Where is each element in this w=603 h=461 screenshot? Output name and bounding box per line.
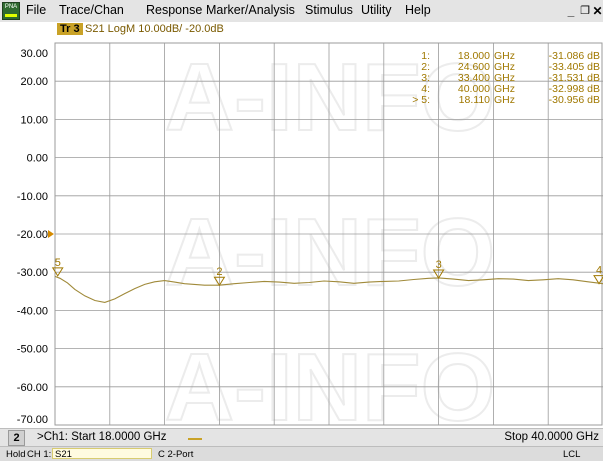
- marker-unit: GHz: [494, 94, 515, 106]
- pna-app-icon[interactable]: PNA: [2, 2, 20, 20]
- y-tick-label: -50.00: [17, 344, 48, 356]
- y-tick-label: -20.00: [17, 229, 48, 241]
- reference-level-marker: [48, 230, 54, 238]
- marker-value: -32.998 dB: [549, 83, 600, 95]
- marker-frequency: 18.000: [458, 50, 490, 62]
- minimize-icon[interactable]: _: [567, 4, 575, 18]
- marker-value: -33.405 dB: [549, 61, 600, 73]
- marker-unit: GHz: [494, 50, 515, 62]
- lcl-status: LCL: [563, 449, 581, 460]
- marker-unit: GHz: [494, 83, 515, 95]
- y-tick-label: 10.00: [20, 114, 48, 126]
- menu-response[interactable]: Response: [146, 3, 203, 17]
- marker-value: -31.086 dB: [549, 50, 600, 62]
- marker-flag-label: 3: [436, 259, 442, 271]
- trace-status-line: [0, 22, 603, 35]
- menu-bar: PNA File Trace/Chan Response Marker/Anal…: [0, 0, 603, 23]
- measurement-plot[interactable]: A-INFO A-INFO A-INFO 30.00 20.00 10.00 0.00…: [0, 35, 603, 427]
- trace-plot: [54, 275, 603, 303]
- marker-id: 4:: [421, 83, 430, 95]
- marker-value: -30.956 dB: [549, 94, 600, 106]
- marker-flag-triangle: [432, 269, 445, 279]
- plot-grid: [54, 42, 603, 426]
- trace-info: S21 LogM 10.00dB/ -20.0dB: [85, 23, 224, 35]
- watermark-text-middle: A-INFO: [165, 199, 496, 306]
- menu-help[interactable]: Help: [405, 3, 431, 17]
- marker-frequency: 33.400: [458, 72, 490, 84]
- menu-marker-analysis[interactable]: Marker/Analysis: [206, 3, 295, 17]
- marker-readout-table: 1: 18.000 GHz -31.086 dB 2: 24.600 GHz -33.405 …: [412, 50, 600, 106]
- marker-frequency: 40.000: [458, 83, 490, 95]
- channel-number-button[interactable]: 2: [8, 430, 25, 446]
- watermark-text-bottom: A-INFO: [165, 334, 496, 427]
- menu-stimulus[interactable]: Stimulus: [305, 3, 353, 17]
- port-config: C 2-Port: [158, 449, 194, 460]
- marker-flag-triangle: [593, 275, 603, 285]
- stop-frequency[interactable]: Stop 40.0000 GHz: [504, 431, 599, 443]
- trace-badge[interactable]: Tr 3: [57, 23, 83, 35]
- marker-unit: GHz: [494, 72, 515, 84]
- menu-utility[interactable]: Utility: [361, 3, 392, 17]
- y-tick-label: -70.00: [17, 414, 48, 426]
- channel-status-bar: 2 >Ch1: Start 18.0000 GHz Stop 40.0000 G…: [0, 428, 603, 446]
- trace-s21-line: [54, 275, 603, 303]
- marker-value: -31.531 dB: [549, 72, 600, 84]
- y-tick-label: 20.00: [20, 76, 48, 88]
- marker-id: 2:: [421, 61, 430, 73]
- start-frequency[interactable]: >Ch1: Start 18.0000 GHz: [37, 431, 167, 443]
- hold-status: Hold: [6, 449, 26, 460]
- marker-flag-label: 5: [55, 257, 61, 269]
- instrument-status-bar: Hold CH 1: S21 C 2-Port LCL: [0, 446, 603, 461]
- y-tick-label: -10.00: [17, 191, 48, 203]
- active-measurement[interactable]: S21: [52, 448, 152, 460]
- y-tick-label: 30.00: [20, 48, 48, 60]
- y-tick-label: -60.00: [17, 382, 48, 394]
- marker-id: 3:: [421, 72, 430, 84]
- trace-legend-line: [188, 438, 202, 440]
- marker-flag-triangle: [51, 267, 64, 277]
- menu-trace-chan[interactable]: Trace/Chan: [59, 3, 124, 17]
- y-axis-labels: 30.00 20.00 10.00 0.00 -10.00 -20.00 -30.00 -40…: [17, 48, 54, 426]
- close-icon[interactable]: ✕: [592, 4, 603, 18]
- marker-unit: GHz: [494, 61, 515, 73]
- marker-flag-label: 4: [596, 265, 602, 277]
- marker-id: > 5:: [412, 94, 430, 106]
- y-tick-label: -30.00: [17, 267, 48, 279]
- marker-flag-triangle: [213, 276, 226, 287]
- marker-frequency: 24.600: [458, 61, 490, 73]
- marker-flag-label: 2: [216, 266, 222, 278]
- restore-icon[interactable]: ❐: [580, 5, 590, 17]
- app-icon-label: PNA: [4, 4, 18, 10]
- y-tick-label: -40.00: [17, 305, 48, 317]
- watermark-text-top: A-INFO: [165, 44, 496, 151]
- marker-flags: 5 2 3 4: [51, 257, 603, 287]
- watermark: A-INFO A-INFO A-INFO: [164, 43, 497, 427]
- channel-status: CH 1:: [27, 449, 52, 460]
- y-tick-label: 0.00: [27, 153, 48, 165]
- marker-frequency: 18.110: [459, 94, 490, 106]
- marker-id: 1:: [421, 50, 430, 62]
- menu-file[interactable]: File: [26, 3, 47, 17]
